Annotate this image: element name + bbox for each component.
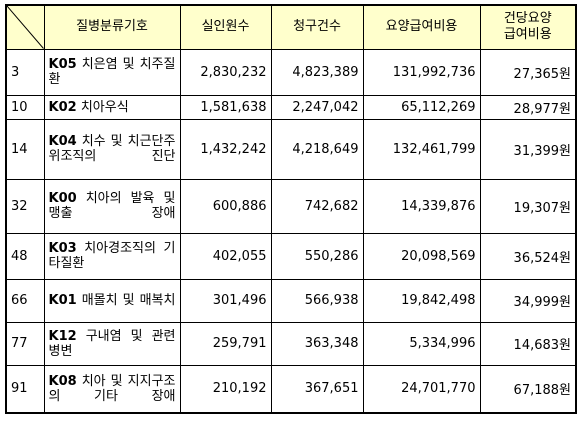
claims-cell: 742,682 <box>270 178 364 234</box>
table-row: 48 K03 치아경조직의 기타질환 402,055 550,286 20,09… <box>5 232 577 280</box>
rank-cell: 10 <box>5 94 45 120</box>
cost-cell: 14,339,876 <box>362 178 481 234</box>
patients-cell: 301,496 <box>179 278 272 323</box>
rank-cell: 91 <box>5 364 45 414</box>
patients-cell: 2,830,232 <box>179 48 272 96</box>
rank-cell: 14 <box>5 118 45 180</box>
rank-cell: 3 <box>5 48 45 96</box>
disease-name: 치아우식 <box>80 99 129 115</box>
disease-code: K08 <box>48 373 77 389</box>
cost-cell: 19,842,498 <box>362 278 481 323</box>
claims-cell: 367,651 <box>270 364 364 414</box>
rank-cell: 48 <box>5 232 45 280</box>
claims-cell: 363,348 <box>270 321 364 366</box>
disease-name-cell: K02 치아우식 <box>43 94 181 120</box>
rank-cell: 66 <box>5 278 45 323</box>
per-claim-cell: 28,977원 <box>479 94 577 120</box>
disease-name-cell: K08 치아 및 지지구조의 기타 장애 <box>43 364 181 414</box>
claims-cell: 566,938 <box>270 278 364 323</box>
header-per-claim-cost: 건당요양 급여비용 <box>479 4 577 50</box>
per-claim-cell: 34,999원 <box>479 278 577 323</box>
header-patients: 실인원수 <box>179 4 272 50</box>
claims-cell: 550,286 <box>270 232 364 280</box>
disease-name-cell: K01 매몰치 및 매복치 <box>43 278 181 323</box>
disease-name: 구내염 및 관련 병변 <box>48 328 176 359</box>
disease-name-cell: K03 치아경조직의 기타질환 <box>43 232 181 280</box>
disease-name: 치아의 발육 및 맹출 장애 <box>48 191 176 221</box>
patients-cell: 600,886 <box>179 178 272 234</box>
patients-cell: 1,432,242 <box>179 118 272 180</box>
claims-cell: 2,247,042 <box>270 94 364 120</box>
header-row: 질병분류기호 실인원수 청구건수 요양급여비용 건당요양 급여비용 <box>5 4 577 50</box>
diagonal-line-icon <box>7 6 43 48</box>
table-row: 10 K02 치아우식 1,581,638 2,247,042 65,112,2… <box>5 94 577 120</box>
patients-cell: 1,581,638 <box>179 94 272 120</box>
header-claims: 청구건수 <box>270 4 364 50</box>
cost-cell: 65,112,269 <box>362 94 481 120</box>
per-claim-cell: 31,399원 <box>479 118 577 180</box>
rank-cell: 32 <box>5 178 45 234</box>
header-per-claim-line1: 건당요양 <box>503 11 552 27</box>
disease-code: K02 <box>48 99 77 115</box>
cost-cell: 131,992,736 <box>362 48 481 96</box>
disease-code: K01 <box>48 293 77 308</box>
cost-cell: 20,098,569 <box>362 232 481 280</box>
header-per-claim-line2: 급여비용 <box>503 27 552 43</box>
disease-name: 매몰치 및 매복치 <box>81 293 176 308</box>
disease-code: K03 <box>48 241 77 256</box>
per-claim-cell: 36,524원 <box>479 232 577 280</box>
table-row: 3 K05 치은염 및 치주질환 2,830,232 4,823,389 131… <box>5 48 577 96</box>
dental-disease-statistics-table: 질병분류기호 실인원수 청구건수 요양급여비용 건당요양 급여비용 3 K05 … <box>5 4 577 414</box>
claims-cell: 4,823,389 <box>270 48 364 96</box>
cost-cell: 24,701,770 <box>362 364 481 414</box>
table-row: 66 K01 매몰치 및 매복치 301,496 566,938 19,842,… <box>5 278 577 323</box>
disease-name-cell: K00 치아의 발육 및 맹출 장애 <box>43 178 181 234</box>
cost-cell: 5,334,996 <box>362 321 481 366</box>
per-claim-cell: 19,307원 <box>479 178 577 234</box>
claims-cell: 4,218,649 <box>270 118 364 180</box>
table-row: 91 K08 치아 및 지지구조의 기타 장애 210,192 367,651 … <box>5 364 577 414</box>
per-claim-cell: 27,365원 <box>479 48 577 96</box>
table-row: 32 K00 치아의 발육 및 맹출 장애 600,886 742,682 14… <box>5 178 577 234</box>
header-disease-code: 질병분류기호 <box>43 4 181 50</box>
disease-code: K12 <box>48 328 77 344</box>
table-row: 77 K12 구내염 및 관련 병변 259,791 363,348 5,334… <box>5 321 577 366</box>
header-cost: 요양급여비용 <box>362 4 481 50</box>
table-row: 14 K04 치수 및 치근단주위조직의 진단 1,432,242 4,218,… <box>5 118 577 180</box>
disease-code: K05 <box>48 57 77 72</box>
disease-code: K00 <box>48 191 77 206</box>
per-claim-cell: 67,188원 <box>479 364 577 414</box>
corner-diagonal-cell <box>5 4 45 50</box>
patients-cell: 259,791 <box>179 321 272 366</box>
patients-cell: 210,192 <box>179 364 272 414</box>
per-claim-cell: 14,683원 <box>479 321 577 366</box>
disease-name-cell: K04 치수 및 치근단주위조직의 진단 <box>43 118 181 180</box>
patients-cell: 402,055 <box>179 232 272 280</box>
disease-name: 치아 및 지지구조의 기타 장애 <box>48 373 176 404</box>
disease-name: 치아경조직의 기타질환 <box>48 241 176 271</box>
rank-cell: 77 <box>5 321 45 366</box>
disease-name-cell: K12 구내염 및 관련 병변 <box>43 321 181 366</box>
disease-name: 치은염 및 치주질환 <box>48 57 176 87</box>
disease-code: K04 <box>48 134 77 149</box>
disease-name: 치수 및 치근단주위조직의 진단 <box>48 134 176 164</box>
disease-name-cell: K05 치은염 및 치주질환 <box>43 48 181 96</box>
cost-cell: 132,461,799 <box>362 118 481 180</box>
